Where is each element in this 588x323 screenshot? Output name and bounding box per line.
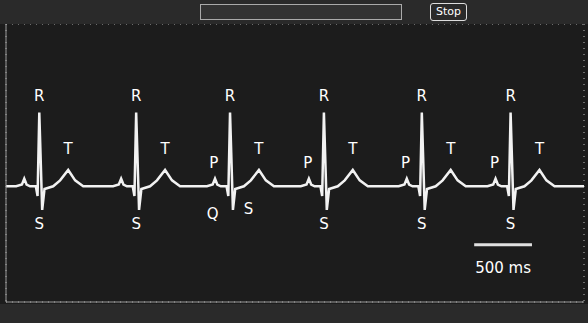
- svg-text:S: S: [131, 215, 141, 233]
- svg-text:T: T: [534, 140, 545, 158]
- svg-text:S: S: [35, 215, 45, 233]
- svg-text:S: S: [506, 215, 516, 233]
- svg-text:R: R: [319, 87, 329, 105]
- svg-text:S: S: [319, 215, 329, 233]
- svg-text:R: R: [225, 87, 235, 105]
- svg-text:R: R: [505, 87, 515, 105]
- svg-text:Q: Q: [207, 205, 219, 223]
- svg-text:P: P: [209, 154, 218, 172]
- svg-text:T: T: [445, 140, 456, 158]
- svg-text:500 ms: 500 ms: [475, 259, 531, 277]
- svg-text:S: S: [417, 215, 427, 233]
- svg-text:T: T: [63, 140, 74, 158]
- svg-text:T: T: [253, 140, 264, 158]
- svg-text:T: T: [347, 140, 358, 158]
- svg-text:P: P: [303, 154, 312, 172]
- html-text:Stop: Stop: [436, 5, 461, 18]
- svg-text:S: S: [244, 200, 254, 218]
- svg-text:P: P: [401, 154, 410, 172]
- svg-text:R: R: [417, 87, 427, 105]
- svg-text:T: T: [159, 140, 170, 158]
- svg-text:R: R: [34, 87, 44, 105]
- svg-text:R: R: [131, 87, 141, 105]
- svg-text:P: P: [490, 154, 499, 172]
